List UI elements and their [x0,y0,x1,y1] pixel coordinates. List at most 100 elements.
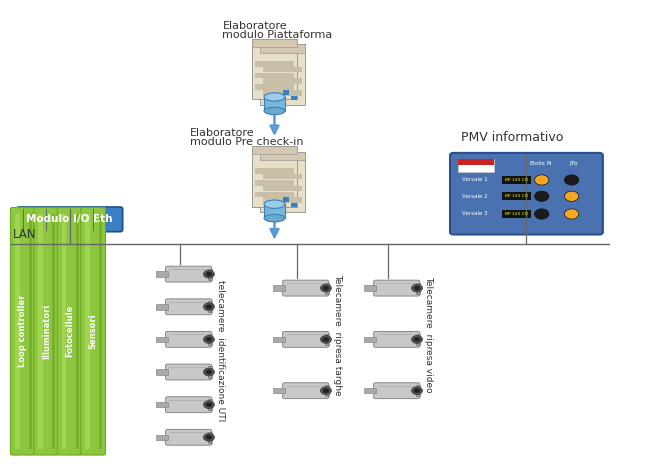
Ellipse shape [323,286,329,290]
FancyBboxPatch shape [156,369,168,375]
FancyBboxPatch shape [39,213,43,449]
FancyBboxPatch shape [259,44,305,105]
Text: Varsale 3: Varsale 3 [462,212,488,217]
FancyBboxPatch shape [166,364,212,380]
Ellipse shape [206,402,212,407]
Ellipse shape [206,272,212,276]
FancyBboxPatch shape [283,383,328,399]
FancyBboxPatch shape [263,174,302,180]
FancyBboxPatch shape [86,213,90,449]
FancyBboxPatch shape [251,38,297,47]
FancyBboxPatch shape [259,44,305,53]
Ellipse shape [264,93,285,101]
FancyBboxPatch shape [273,388,285,393]
FancyBboxPatch shape [264,204,285,218]
FancyBboxPatch shape [166,299,212,315]
FancyBboxPatch shape [208,399,212,410]
FancyBboxPatch shape [166,397,212,413]
Ellipse shape [321,387,332,394]
FancyBboxPatch shape [166,430,212,445]
FancyBboxPatch shape [263,90,302,96]
FancyBboxPatch shape [502,192,531,200]
FancyBboxPatch shape [416,334,420,345]
FancyBboxPatch shape [208,301,212,312]
Ellipse shape [206,304,212,309]
Text: BP 123 CO: BP 123 CO [505,178,528,182]
FancyBboxPatch shape [156,434,168,440]
FancyBboxPatch shape [264,97,285,111]
FancyBboxPatch shape [208,269,212,280]
Text: JTo: JTo [569,161,578,166]
FancyBboxPatch shape [62,213,67,449]
FancyBboxPatch shape [273,337,285,342]
FancyBboxPatch shape [255,61,294,67]
Ellipse shape [414,337,420,342]
FancyBboxPatch shape [10,207,35,455]
Text: Varsale 1: Varsale 1 [462,177,488,182]
FancyBboxPatch shape [259,151,305,160]
Ellipse shape [321,335,332,343]
Ellipse shape [204,303,214,310]
Ellipse shape [206,337,212,342]
Text: telecamere  identificazione UTI: telecamere identificazione UTI [216,280,225,422]
Ellipse shape [264,214,285,222]
FancyBboxPatch shape [502,210,531,218]
FancyBboxPatch shape [166,266,212,282]
FancyBboxPatch shape [255,192,294,197]
FancyBboxPatch shape [259,151,305,212]
FancyBboxPatch shape [156,272,168,277]
FancyBboxPatch shape [208,334,212,345]
Ellipse shape [535,209,549,219]
Text: Bolis N: Bolis N [530,161,552,166]
FancyBboxPatch shape [99,213,102,449]
Text: BP 123 CO: BP 123 CO [505,212,528,216]
Ellipse shape [414,286,420,290]
Ellipse shape [321,284,332,292]
FancyBboxPatch shape [374,280,420,296]
Ellipse shape [564,191,579,201]
FancyBboxPatch shape [156,337,168,342]
FancyBboxPatch shape [458,159,494,172]
Text: Varsale 2: Varsale 2 [462,194,488,199]
Ellipse shape [564,209,579,219]
Text: Fotocellule: Fotocellule [65,305,74,357]
FancyBboxPatch shape [364,285,375,291]
FancyBboxPatch shape [374,383,420,399]
Ellipse shape [206,370,212,374]
FancyBboxPatch shape [156,304,168,310]
Ellipse shape [411,387,422,394]
Ellipse shape [206,435,212,439]
FancyBboxPatch shape [34,207,59,455]
Ellipse shape [411,284,422,292]
FancyBboxPatch shape [263,78,302,84]
Ellipse shape [204,433,214,441]
FancyBboxPatch shape [291,96,297,100]
FancyBboxPatch shape [325,282,329,294]
FancyBboxPatch shape [263,197,302,203]
Ellipse shape [564,175,579,185]
Ellipse shape [411,335,422,343]
Ellipse shape [323,337,329,342]
FancyBboxPatch shape [263,186,302,191]
FancyBboxPatch shape [81,207,105,455]
Ellipse shape [535,175,549,185]
FancyBboxPatch shape [283,332,328,348]
Ellipse shape [204,401,214,408]
Text: Illuminatori: Illuminatori [42,303,51,359]
FancyBboxPatch shape [325,334,329,345]
FancyBboxPatch shape [263,67,302,72]
FancyBboxPatch shape [502,176,531,184]
FancyBboxPatch shape [52,213,56,449]
FancyBboxPatch shape [458,159,494,165]
FancyBboxPatch shape [251,38,297,99]
Ellipse shape [414,388,420,393]
FancyBboxPatch shape [416,385,420,396]
FancyBboxPatch shape [255,180,294,186]
FancyBboxPatch shape [364,337,375,342]
FancyBboxPatch shape [57,207,82,455]
Text: Modulo I/O Eth: Modulo I/O Eth [26,214,113,224]
FancyBboxPatch shape [325,385,329,396]
Ellipse shape [535,191,549,201]
Text: PMV informativo: PMV informativo [460,130,563,144]
Text: Sensori: Sensori [89,313,97,349]
